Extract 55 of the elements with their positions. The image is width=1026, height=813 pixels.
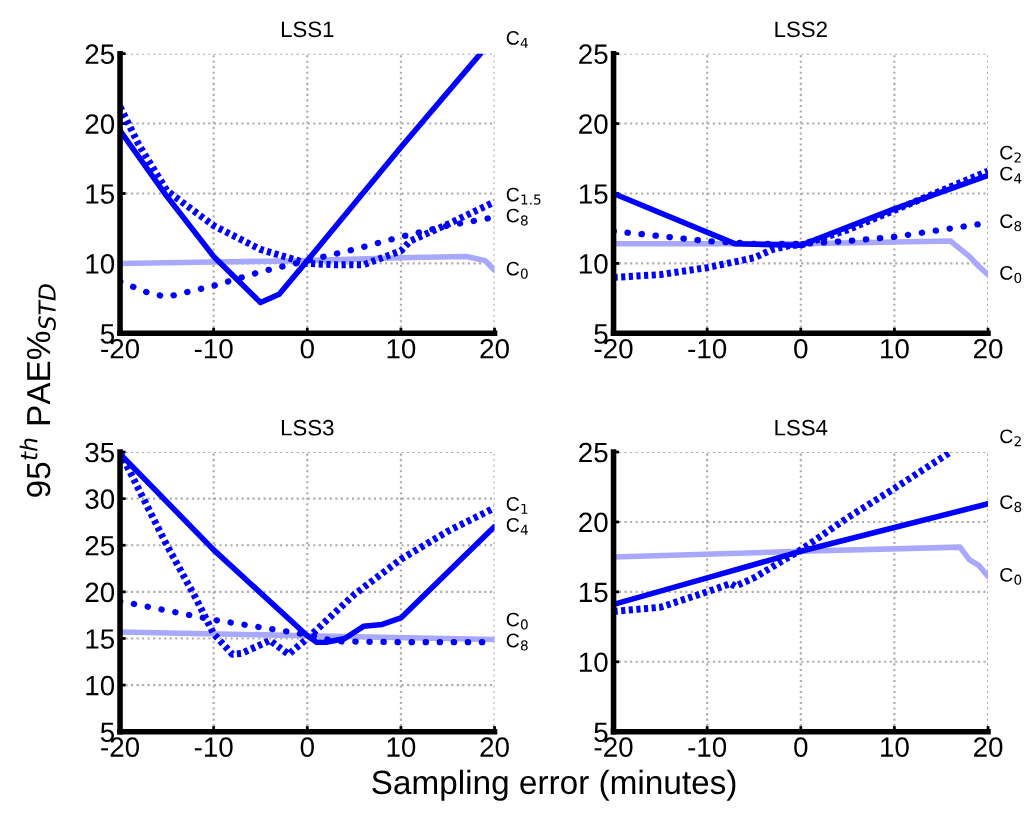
- chart-title: LSS3: [281, 419, 334, 436]
- y-tick-label: 15: [579, 184, 608, 204]
- series-label: C$_{1}$: [506, 497, 528, 514]
- y-tick-label: 10: [86, 254, 115, 274]
- y-tick-label: 25: [579, 44, 608, 64]
- x-tick-label: -10: [688, 737, 727, 757]
- chart-title: LSS1: [281, 21, 334, 38]
- series-label: C$_{4}$: [506, 518, 528, 535]
- x-tick-label: 20: [480, 737, 509, 757]
- x-tick-label: 20: [480, 338, 509, 359]
- y-tick-label: 15: [86, 629, 115, 649]
- chart-title: LSS2: [775, 21, 827, 38]
- series-label: C$_{8}$: [1000, 495, 1022, 513]
- x-tick-label: 10: [387, 338, 416, 359]
- y-tick-label: 30: [85, 489, 115, 509]
- y-tick-label: 35: [85, 442, 115, 463]
- x-tick-label: 10: [387, 737, 416, 757]
- x-tick-label: 0: [794, 737, 808, 757]
- series-label: C$_{0}$: [1000, 567, 1022, 585]
- text: C$_{2}$: [1000, 429, 1021, 447]
- x-tick-label: 0: [300, 737, 314, 757]
- x-tick-label: -10: [194, 737, 233, 757]
- y-tick-label: 20: [85, 114, 115, 134]
- series-label: C$_{1.5}$: [506, 187, 541, 205]
- y-tick-label: 15: [579, 582, 608, 603]
- y-tick-label: 10: [86, 675, 115, 696]
- series-label: C$_{0}$: [506, 612, 528, 630]
- y-tick-label: 10: [579, 254, 608, 274]
- series-label: C$_{8}$: [506, 208, 528, 226]
- y-axis-title: 95$^{th}$ PAE%$_{STD}$: [19, 284, 56, 497]
- x-tick-label: 0: [794, 338, 808, 359]
- x-tick-label: -10: [194, 338, 233, 359]
- x-tick-label: 10: [881, 338, 909, 359]
- y-tick-label: 25: [579, 442, 608, 463]
- series-label: C$_{2}$: [1000, 145, 1021, 163]
- series-label: C$_{8}$: [506, 633, 528, 651]
- x-axis-title: Sampling error (minutes): [372, 769, 736, 801]
- series-label: C$_{4}$: [1000, 166, 1022, 184]
- y-tick-label: 15: [86, 184, 115, 204]
- x-tick-label: 0: [300, 338, 314, 359]
- x-tick-label: 20: [973, 737, 1003, 757]
- y-tick-label: 25: [85, 44, 115, 64]
- x-tick-label: -10: [688, 338, 727, 359]
- x-tick-label: 10: [881, 737, 909, 757]
- series-label: C$_{8}$: [1000, 214, 1022, 232]
- y-tick-label: 20: [85, 582, 115, 603]
- chart-title: LSS4: [775, 419, 828, 436]
- series-label: C$_{0}$: [506, 261, 528, 279]
- y-tick-label: 20: [579, 512, 608, 533]
- series-label: C$_{0}$: [1000, 266, 1022, 283]
- y-tick-label: 25: [85, 535, 115, 556]
- y-tick-label: 10: [579, 652, 608, 673]
- x-tick-label: 20: [973, 338, 1003, 359]
- series-label: C$_{4}$: [506, 31, 528, 48]
- y-tick-label: 20: [579, 114, 608, 134]
